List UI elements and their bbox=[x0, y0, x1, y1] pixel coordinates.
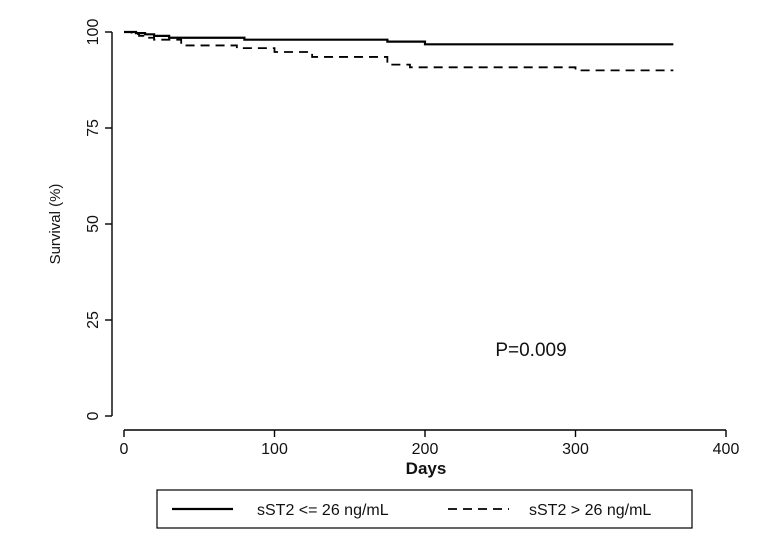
x-axis-label: Days bbox=[406, 459, 447, 478]
y-tick-label: 0 bbox=[85, 411, 102, 420]
y-tick-label: 25 bbox=[85, 311, 102, 329]
p-value-annotation: P=0.009 bbox=[495, 340, 566, 361]
y-tick-label: 100 bbox=[85, 19, 102, 46]
legend: sST2 <= 26 ng/mL sST2 > 26 ng/mL bbox=[156, 489, 693, 529]
y-tick-label: 75 bbox=[85, 119, 102, 137]
legend-label-low: sST2 <= 26 ng/mL bbox=[257, 502, 389, 519]
survival-line-low-sst2 bbox=[124, 30, 674, 46]
plot-area: 0 25 50 75 100 0 100 200 300 400 bbox=[85, 19, 739, 458]
x-tick-label: 300 bbox=[562, 441, 589, 458]
legend-label-high: sST2 > 26 ng/mL bbox=[529, 502, 651, 519]
x-tick-label: 100 bbox=[261, 441, 288, 458]
survival-line-high-sst2 bbox=[124, 31, 674, 72]
x-tick-label: 200 bbox=[412, 441, 439, 458]
legend-box bbox=[156, 489, 693, 529]
y-axis-label: Survival (%) bbox=[47, 184, 64, 265]
x-tick-label: 0 bbox=[120, 441, 129, 458]
y-tick-label: 50 bbox=[85, 215, 102, 233]
x-tick-label: 400 bbox=[713, 441, 740, 458]
